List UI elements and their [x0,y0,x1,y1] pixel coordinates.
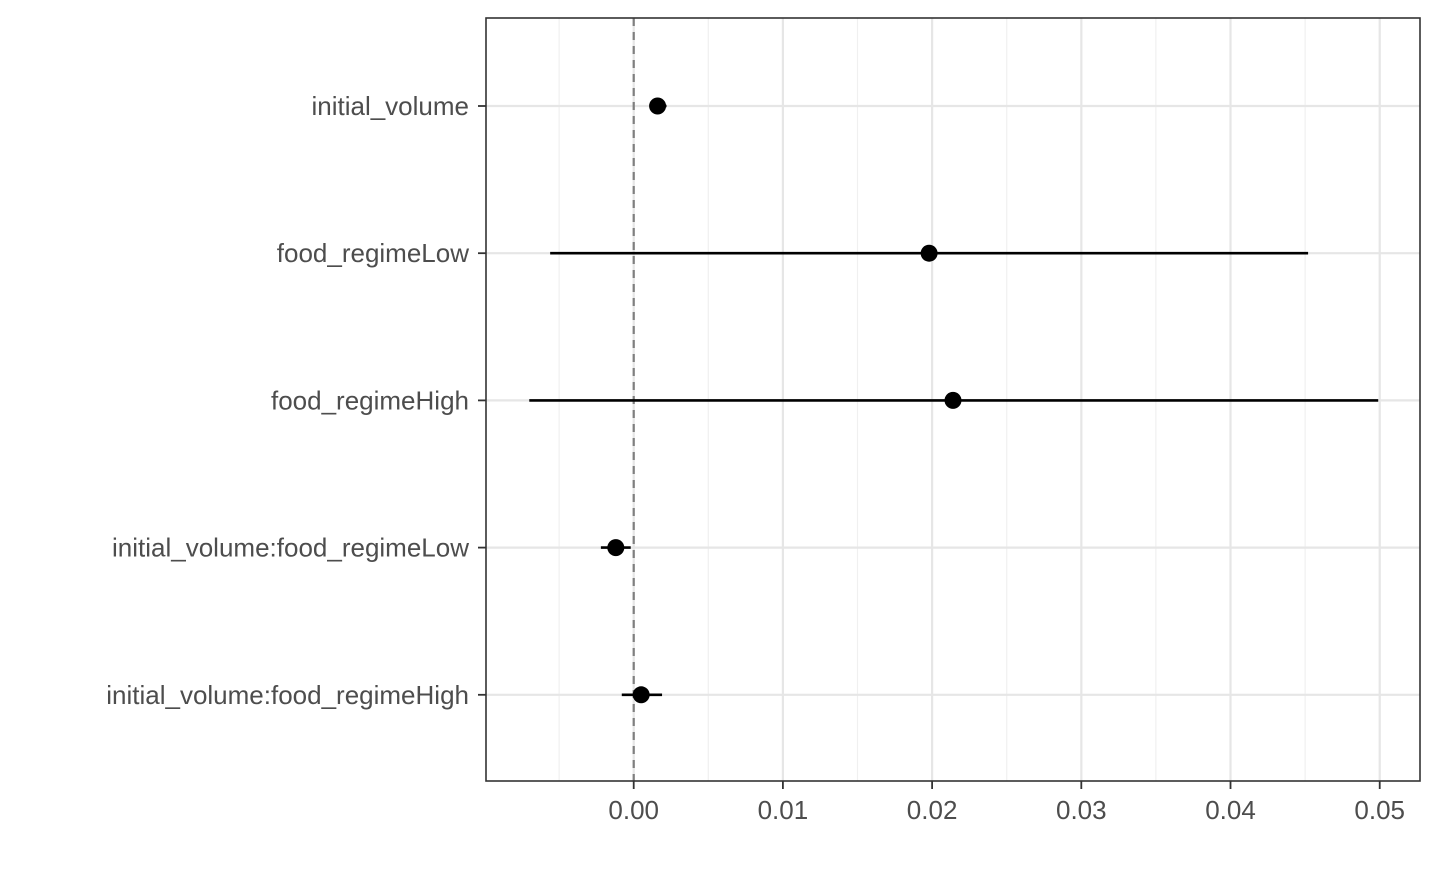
x-axis-ticks [632,781,1381,789]
estimate-point [632,686,650,704]
estimate-point [920,244,938,262]
x-tick-label: 0.00 [608,795,659,825]
x-tick-label: 0.01 [758,795,809,825]
y-axis-ticks [478,105,486,696]
y-axis-labels: initial_volume food_regimeLow food_regimeH… [106,91,469,710]
x-tick-label: 0.03 [1056,795,1107,825]
y-tick-label: food_regimeLow [277,238,469,268]
x-tick-label: 0.02 [907,795,958,825]
estimate-points [607,97,962,704]
estimate-point [607,539,625,557]
y-tick-label: initial_volume:food_regimeHigh [106,680,469,710]
y-tick-label: food_regimeHigh [271,385,469,415]
x-tick-label: 0.04 [1205,795,1256,825]
y-tick-label: initial_volume:food_regimeLow [112,533,469,563]
y-tick-label: initial_volume [311,91,469,121]
estimate-point [944,391,962,409]
estimate-point [649,97,667,115]
x-axis-labels: 0.00 0.01 0.02 0.03 0.04 0.05 [608,795,1405,825]
x-tick-label: 0.05 [1354,795,1405,825]
